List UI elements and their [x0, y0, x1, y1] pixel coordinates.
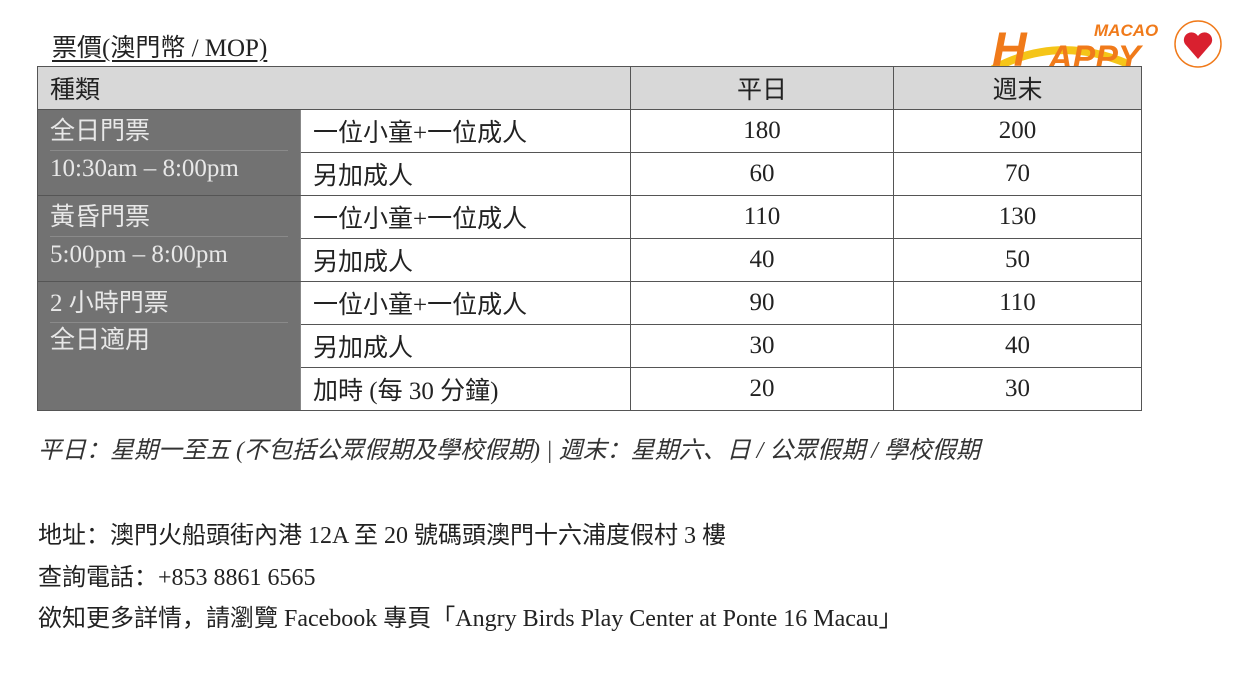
ticket-type-name: 黃昏門票: [50, 200, 288, 237]
weekend-price: 40: [893, 324, 1142, 368]
weekend-price: 110: [893, 281, 1142, 325]
ticket-type-name: 全日門票: [50, 114, 288, 151]
weekend-price: 70: [893, 152, 1142, 196]
item-cell: 一位小童+一位成人: [300, 109, 631, 153]
table-row: 加時 (每 30 分鐘) 20 30: [38, 367, 1142, 411]
header-weekday: 平日: [630, 66, 894, 110]
table-row: 另加成人 30 40: [38, 324, 1142, 368]
table-header-row: 種類 平日 週末: [37, 66, 1142, 110]
table-row: 全日門票 10:30am – 8:00pm 一位小童+一位成人 180 200: [37, 109, 1142, 196]
weekday-price: 40: [630, 238, 894, 282]
item-cell: 另加成人: [300, 324, 631, 368]
item-cell: 另加成人: [300, 238, 631, 282]
weekend-price: 30: [893, 367, 1142, 411]
price-table: 種類 平日 週末 全日門票 10:30am – 8:00pm 一位小童+一位成人 18…: [37, 66, 1142, 411]
weekday-price: 20: [630, 367, 894, 411]
ticket-type-time: 全日適用: [50, 327, 151, 354]
item-cell: 加時 (每 30 分鐘): [300, 367, 631, 411]
ticket-type-name: 2 小時門票: [50, 286, 288, 323]
weekday-price: 90: [630, 281, 894, 325]
weekend-price: 200: [893, 109, 1142, 153]
weekday-price: 60: [630, 152, 894, 196]
ticket-type-time: 10:30am – 8:00pm: [50, 155, 239, 182]
weekday-price: 110: [630, 195, 894, 239]
table-row: 另加成人 40 50: [38, 238, 1142, 282]
ticket-type-cell: 全日門票 10:30am – 8:00pm: [37, 109, 301, 196]
weekday-price: 180: [630, 109, 894, 153]
page-title: 票價(澳門幣 / MOP): [52, 35, 268, 62]
table-row: 2 小時門票 全日適用 一位小童+一位成人 90 110: [37, 281, 1142, 411]
phone: 查詢電話：+853 8861 6565: [38, 565, 316, 591]
ticket-type-cell: 黃昏門票 5:00pm – 8:00pm: [37, 195, 301, 282]
ticket-type-time: 5:00pm – 8:00pm: [50, 241, 228, 268]
weekend-price: 50: [893, 238, 1142, 282]
address: 地址：澳門火船頭街內港 12A 至 20 號碼頭澳門十六浦度假村 3 樓: [38, 523, 727, 549]
item-cell: 另加成人: [300, 152, 631, 196]
facebook-info: 欲知更多詳情，請瀏覽 Facebook 專頁「Angry Birds Play …: [38, 606, 903, 632]
footnote: 平日：星期一至五 (不包括公眾假期及學校假期) | 週末：星期六、日 / 公眾假…: [38, 438, 980, 464]
svg-text:MACAO: MACAO: [1094, 21, 1158, 40]
weekend-price: 130: [893, 195, 1142, 239]
item-cell: 一位小童+一位成人: [300, 281, 631, 325]
weekday-price: 30: [630, 324, 894, 368]
table-row: 黃昏門票 5:00pm – 8:00pm 一位小童+一位成人 110 130: [37, 195, 1142, 282]
item-cell: 一位小童+一位成人: [300, 195, 631, 239]
happy-macao-logo: H APPY MACAO: [991, 20, 1222, 77]
header-weekend: 週末: [893, 66, 1142, 110]
header-type: 種類: [37, 66, 631, 110]
ticket-type-cell: 2 小時門票全日適用: [37, 281, 301, 411]
